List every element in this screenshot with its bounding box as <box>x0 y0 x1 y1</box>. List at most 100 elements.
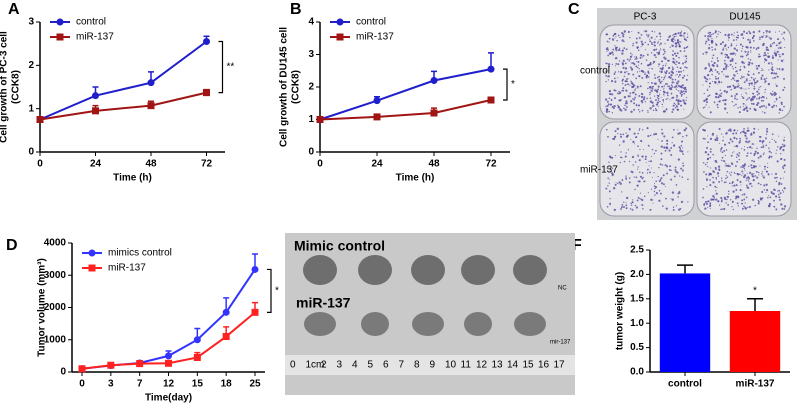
y-tick-label: 1000 <box>44 334 67 345</box>
colony <box>652 62 654 64</box>
colony <box>614 71 617 73</box>
colony <box>711 133 714 136</box>
colony <box>653 54 656 57</box>
legend-marker <box>88 249 96 257</box>
colony <box>732 190 735 193</box>
marker <box>78 365 86 373</box>
colony <box>656 35 658 38</box>
colony <box>735 44 738 46</box>
colony <box>635 176 638 179</box>
colony <box>733 172 736 174</box>
colony <box>633 98 636 101</box>
colony <box>733 47 736 50</box>
colony <box>720 200 723 203</box>
colony <box>717 175 720 177</box>
colony <box>746 154 748 157</box>
colony <box>711 33 713 36</box>
colony <box>728 33 730 35</box>
colony <box>780 101 783 104</box>
colony <box>758 200 760 203</box>
colony <box>763 152 765 154</box>
colony <box>617 48 621 52</box>
colony <box>682 35 684 37</box>
colony <box>673 102 676 105</box>
colony <box>733 129 736 132</box>
colony <box>739 106 742 108</box>
marker <box>316 116 324 123</box>
colony <box>715 36 718 38</box>
colony <box>618 181 621 184</box>
colony <box>686 36 689 38</box>
colony <box>665 207 668 210</box>
colony <box>721 159 723 162</box>
colony <box>705 51 708 54</box>
colony <box>735 184 738 187</box>
colony <box>760 99 763 102</box>
colony <box>615 182 617 184</box>
colony <box>651 155 653 158</box>
colony <box>678 190 681 193</box>
colony <box>647 43 650 46</box>
colony <box>724 75 727 78</box>
x-tick-label: 3 <box>108 379 114 390</box>
colony <box>644 41 647 44</box>
colony <box>764 91 766 93</box>
colony <box>613 105 616 108</box>
colony <box>676 73 678 76</box>
colony <box>687 33 689 35</box>
colony <box>685 55 688 58</box>
colony <box>751 173 754 176</box>
colony <box>750 133 753 136</box>
colony <box>642 70 645 73</box>
colony <box>616 39 618 42</box>
colony <box>661 85 663 88</box>
colony <box>756 147 758 150</box>
colony <box>767 162 769 164</box>
colony <box>741 164 744 167</box>
colony <box>659 100 661 103</box>
colony <box>663 135 666 138</box>
colony <box>624 67 628 70</box>
colony <box>687 201 689 203</box>
colony <box>730 154 733 157</box>
colony <box>647 35 649 38</box>
colony <box>615 49 618 52</box>
colony <box>731 181 734 183</box>
y-tick-label: 2000 <box>44 302 67 313</box>
colony <box>650 167 652 169</box>
colony <box>630 110 633 114</box>
colony <box>749 171 752 174</box>
colony <box>723 150 726 152</box>
colony <box>704 35 707 37</box>
x-tick-label: control <box>668 379 702 390</box>
colony <box>748 180 750 183</box>
ruler-label: 10 <box>445 360 457 371</box>
colony <box>763 175 765 177</box>
colony <box>665 197 667 200</box>
colony <box>640 95 644 99</box>
colony <box>644 72 646 74</box>
colony <box>747 176 750 179</box>
colony <box>751 175 753 177</box>
colony <box>735 36 738 39</box>
colony <box>661 76 663 79</box>
colony <box>771 63 773 65</box>
colony <box>615 62 618 65</box>
colony <box>758 88 760 91</box>
colony <box>755 48 758 51</box>
colony <box>666 172 669 175</box>
colony <box>715 168 717 170</box>
colony <box>606 104 609 107</box>
colony <box>680 200 684 204</box>
colony <box>640 92 643 95</box>
colony <box>707 153 710 156</box>
colony <box>746 173 748 175</box>
colony <box>761 142 764 144</box>
colony <box>660 80 663 83</box>
colony <box>775 44 778 47</box>
colony <box>670 147 673 149</box>
colony <box>637 104 641 107</box>
ruler-label: 0 <box>290 360 296 371</box>
colony <box>685 59 687 61</box>
colony <box>676 108 680 111</box>
